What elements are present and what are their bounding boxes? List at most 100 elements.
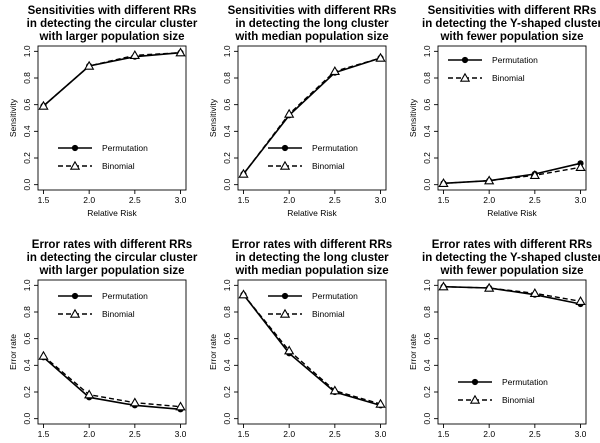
series-line-permutation	[443, 285, 581, 305]
data-point-binomial	[329, 385, 340, 395]
data-point-binomial	[129, 50, 140, 60]
data-point-binomial	[438, 178, 449, 188]
x-tick-label: 2.5	[129, 429, 141, 439]
data-point-binomial	[575, 162, 586, 172]
y-tick-label: 1.0	[22, 279, 32, 291]
x-tick-label: 1.5	[438, 429, 450, 439]
y-tick-label: 0.2	[22, 386, 32, 398]
data-point-binomial	[175, 47, 186, 57]
y-tick-label: 0.4	[422, 125, 432, 137]
legend-label: Binomial	[102, 161, 135, 171]
y-tick-label: 0.8	[22, 306, 32, 318]
y-tick-label: 0.8	[422, 72, 432, 84]
x-tick-label: 2.0	[483, 195, 495, 205]
plot-frame	[237, 279, 387, 425]
chart-title-line: Sensitivities with different RRs	[428, 5, 597, 17]
legend-label: Permutation	[102, 143, 148, 153]
legend-marker-permutation	[461, 56, 469, 64]
y-axis-label: Sensitivity	[408, 98, 418, 137]
series-line-permutation	[242, 57, 381, 175]
chart-title-line: with larger population size	[38, 265, 184, 277]
data-point-binomial	[484, 282, 495, 292]
legend-label: Binomial	[492, 73, 525, 83]
legend-label: Binomial	[312, 309, 345, 319]
y-tick-label: 0.8	[422, 306, 432, 318]
data-point-binomial	[38, 350, 49, 360]
chart-title-line: Sensitivities with different RRs	[28, 5, 197, 17]
chart-title-line: with larger population size	[38, 31, 184, 43]
x-tick-label: 1.5	[38, 429, 50, 439]
y-tick-label: 0.4	[422, 359, 432, 371]
y-tick-label: 0.4	[22, 125, 32, 137]
y-tick-label: 0.6	[22, 98, 32, 110]
x-tick-label: 2.5	[329, 195, 341, 205]
legend-marker-binomial	[459, 72, 471, 82]
plot-frame	[37, 279, 187, 425]
chart-title-line: Error rates with different RRs	[432, 239, 592, 251]
plot-frame	[37, 45, 187, 191]
x-tick-label: 1.5	[438, 195, 450, 205]
x-tick-label: 2.5	[329, 429, 341, 439]
legend-marker-binomial	[69, 308, 81, 318]
y-tick-label: 0.8	[22, 72, 32, 84]
data-point-binomial	[529, 170, 540, 180]
legend-marker-binomial	[279, 160, 291, 170]
x-tick-label: 2.5	[529, 429, 541, 439]
series-line-binomial	[443, 285, 581, 303]
y-tick-label: 0.0	[422, 412, 432, 424]
x-tick-label: 2.5	[129, 195, 141, 205]
y-axis-label: Error rate	[8, 334, 18, 370]
y-tick-label: 0.4	[222, 359, 232, 371]
data-point-binomial	[375, 52, 386, 62]
data-point-binomial	[284, 345, 295, 355]
y-tick-label: 0.0	[22, 412, 32, 424]
legend-label: Binomial	[102, 309, 135, 319]
legend-marker-binomial	[469, 394, 481, 404]
chart-title-line: in detecting the Y-shaped cluster	[422, 18, 600, 30]
legend-label: Permutation	[502, 377, 548, 387]
data-point-binomial	[529, 288, 540, 298]
chart-title-line: in detecting the Y-shaped cluster	[422, 252, 600, 264]
plot-frame	[237, 45, 387, 191]
legend-label: Permutation	[312, 291, 358, 301]
legend-label: Binomial	[312, 161, 345, 171]
y-tick-label: 0.0	[222, 412, 232, 424]
x-tick-label: 3.0	[375, 429, 387, 439]
y-tick-label: 0.8	[222, 306, 232, 318]
legend-marker-permutation	[471, 378, 479, 386]
y-tick-label: 0.2	[422, 152, 432, 164]
chart-title-line: in detecting the long cluster	[235, 18, 389, 30]
y-axis-label: Error rate	[408, 334, 418, 370]
x-tick-label: 2.0	[283, 429, 295, 439]
data-point-binomial	[84, 389, 95, 399]
x-tick-label: 3.0	[575, 429, 587, 439]
y-tick-label: 0.2	[422, 386, 432, 398]
y-tick-label: 0.2	[222, 152, 232, 164]
legend-label: Binomial	[502, 395, 535, 405]
legend-marker-permutation	[281, 144, 289, 152]
y-tick-label: 0.4	[222, 125, 232, 137]
series-line-binomial	[242, 294, 381, 405]
y-tick-label: 0.6	[422, 332, 432, 344]
data-point-binomial	[175, 401, 186, 411]
chart-title-line: in detecting the circular cluster	[27, 18, 198, 30]
x-tick-label: 2.0	[283, 195, 295, 205]
chart-title-line: with fewer population size	[439, 265, 583, 277]
plot-frame	[437, 45, 587, 191]
y-tick-label: 1.0	[22, 45, 32, 57]
y-tick-label: 0.6	[22, 332, 32, 344]
data-point-binomial	[129, 397, 140, 407]
y-tick-label: 1.0	[222, 279, 232, 291]
x-axis-label: Relative Risk	[87, 208, 137, 218]
series-line-binomial	[43, 355, 181, 408]
data-point-binomial	[38, 100, 49, 110]
chart-title-line: Sensitivities with different RRs	[228, 5, 397, 17]
chart-title-line: Error rates with different RRs	[232, 239, 392, 251]
legend-marker-binomial	[69, 160, 81, 170]
